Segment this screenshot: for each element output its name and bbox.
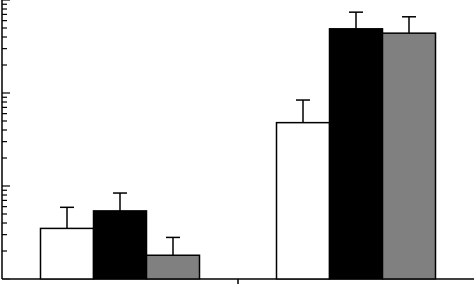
error-bar [60, 206, 74, 229]
bar [92, 210, 148, 280]
bar [39, 227, 95, 280]
bar [145, 254, 201, 280]
error-bar [166, 236, 180, 256]
bar [328, 28, 384, 280]
error-bar [113, 192, 127, 211]
error-bar [296, 99, 310, 123]
error-bar [349, 11, 363, 29]
bar [275, 121, 331, 280]
error-bar [402, 16, 416, 34]
bar [381, 32, 437, 280]
